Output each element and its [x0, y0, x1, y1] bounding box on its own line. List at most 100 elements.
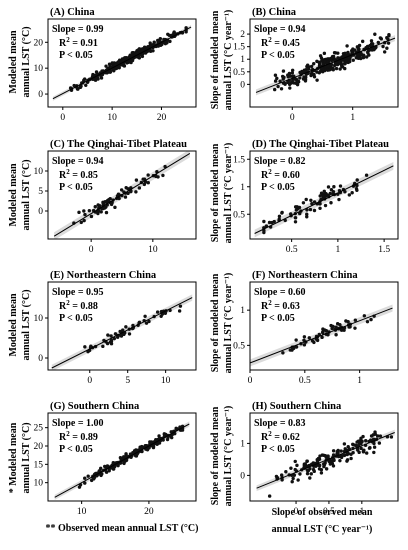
panel-h-xtick-label: 1 [359, 507, 364, 517]
panel-b-point [309, 64, 314, 69]
panel-h-point [368, 446, 372, 450]
panel-e-point [177, 309, 182, 313]
panel-e-point [83, 345, 87, 349]
panel-b-point [286, 75, 290, 79]
panel-h-point [305, 459, 309, 463]
panel-e-point [112, 336, 117, 341]
panel-d-point [305, 208, 309, 212]
panel-d-xtick-label: 1 [336, 245, 341, 255]
panel-d-point [332, 185, 336, 189]
panel-a-point [143, 51, 148, 55]
ylabel-a-line2: annual LST (°C) [21, 26, 32, 97]
panel-d-point [304, 197, 308, 202]
panel-b-point [312, 75, 317, 79]
panel-f-point [294, 345, 299, 349]
panel-b-point [279, 87, 284, 91]
panel-e-point [109, 342, 114, 346]
panel-h-point [359, 436, 363, 441]
panel-b-point [315, 78, 319, 82]
panel-c-r2: R2 = 0.85 [59, 168, 98, 181]
panel-f-point [346, 320, 350, 324]
panel-b-point [317, 60, 321, 64]
panel-h-point [308, 476, 312, 480]
panel-h-point [293, 467, 297, 472]
xlabel-left: ** Observed mean annual LST (°C) [45, 523, 198, 534]
panel-h-point [317, 467, 322, 471]
panel-g-plot [54, 421, 190, 500]
panel-d-point [308, 207, 313, 212]
panel-c-point [116, 192, 121, 196]
panel-g-p: P < 0.05 [59, 444, 93, 455]
panel-b-point [344, 58, 348, 63]
panel-a-xtick-label: 20 [157, 113, 167, 123]
panel-g-slope: Slope = 1.00 [52, 418, 104, 429]
panel-g-point [174, 426, 178, 431]
panel-c-xtick-label: 0 [89, 245, 94, 255]
panel-h-frame [249, 412, 399, 502]
panel-f-point [334, 333, 338, 337]
panel-b-point [362, 53, 366, 57]
panel-f-p: P < 0.05 [261, 313, 295, 324]
panel-h-point [293, 459, 297, 464]
panel-b-point [376, 40, 380, 45]
panel-d-r2: R2 = 0.60 [261, 168, 300, 181]
panel-d-point [293, 220, 298, 224]
panel-f-point [353, 326, 357, 330]
panel-h-point [375, 434, 380, 438]
panel-g-frame [47, 412, 197, 502]
panel-b-point [367, 53, 371, 57]
panel-h-point [280, 478, 284, 482]
panel-a-point [94, 70, 99, 74]
panel-c-point [104, 210, 109, 215]
panel-a-point [167, 33, 171, 38]
panel-d-point [328, 191, 332, 196]
panel-b-point [368, 43, 372, 48]
panel-c-point [117, 196, 121, 201]
panel-c-point [82, 218, 86, 223]
panel-a-point [117, 66, 121, 70]
panel-b-point [325, 57, 329, 61]
panel-g-point [149, 440, 153, 444]
panel-b-point [294, 81, 298, 85]
panel-h-point [298, 472, 302, 476]
ylabel-a-line1: Modeled mean [8, 30, 19, 93]
panel-g-point [122, 461, 126, 466]
panel-g-point [157, 441, 162, 445]
panel-c-point [119, 188, 124, 192]
panel-e-slope: Slope = 0.95 [52, 287, 104, 298]
panel-c-point [93, 205, 97, 209]
panel-b-point [281, 69, 286, 73]
panel-d-plot [254, 162, 394, 238]
panel-f-point [317, 332, 321, 337]
panel-d-point [294, 208, 299, 212]
panel-b-point [272, 87, 277, 92]
panel-g-point [180, 428, 185, 432]
panel-h-point [339, 449, 343, 453]
panel-b-point [287, 82, 292, 87]
panel-g-point [124, 453, 128, 457]
panel-c-point [142, 182, 147, 187]
panel-h-point [349, 452, 353, 456]
panel-d-point [312, 208, 317, 213]
panel-d-point [329, 188, 334, 192]
panel-b-point [333, 63, 337, 68]
panel-c-fit-line [53, 152, 191, 237]
panel-b-xtick-label: 1 [350, 113, 355, 123]
panel-c-point [89, 214, 94, 219]
panel-e-point [178, 304, 183, 308]
panel-h-point [331, 464, 336, 468]
panel-h-point [324, 454, 328, 458]
panel-e-fit-line [51, 297, 193, 369]
panel-h-point [316, 456, 321, 461]
panel-b-ytick-label: 2 [240, 30, 245, 40]
panel-h-ytick-label: 0 [240, 471, 245, 481]
panel-b-point [298, 76, 302, 80]
panel-e-xtick-label: 10 [161, 376, 171, 386]
panel-h-point [303, 462, 307, 466]
panel-h-point [284, 470, 288, 474]
panel-f-xtick-label: 1 [357, 376, 362, 386]
panel-h-point [305, 468, 310, 473]
panel-d-point [267, 220, 272, 225]
panel-a-point [112, 69, 116, 73]
